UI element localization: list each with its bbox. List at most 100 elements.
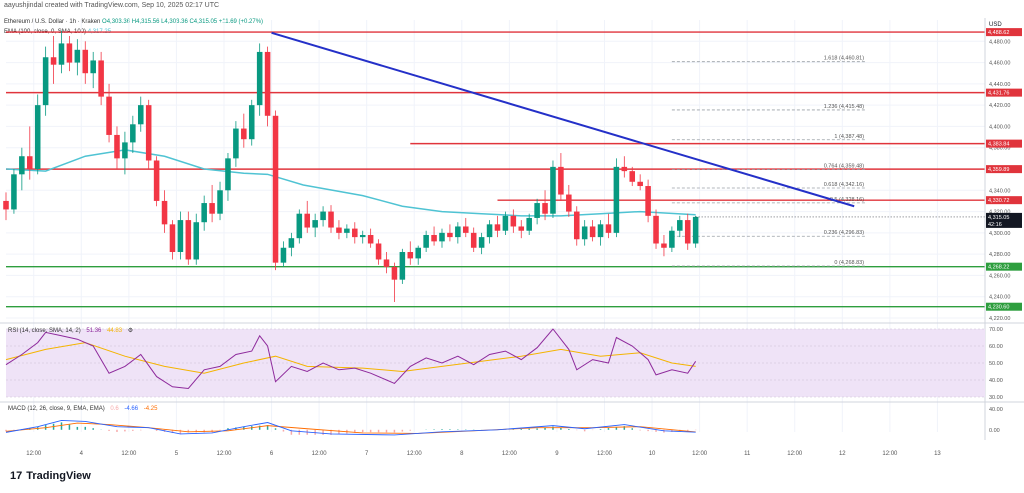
x-tick-label: 12:00 bbox=[407, 451, 423, 457]
candle-body bbox=[209, 203, 215, 214]
candle-body bbox=[423, 234, 429, 248]
candle-body bbox=[248, 105, 255, 140]
x-tick-label: 12:00 bbox=[216, 451, 232, 457]
macd-line bbox=[5, 419, 696, 436]
rsi-tick-label: 30.00 bbox=[989, 395, 1003, 401]
rsi-tick-label: 50.00 bbox=[989, 361, 1003, 367]
macd-signal-line bbox=[5, 422, 696, 434]
candle-body bbox=[66, 43, 73, 63]
symbol-legend[interactable]: Ethereum / U.S. Dollar · 1h · Kraken O4,… bbox=[4, 19, 263, 25]
candle-body bbox=[50, 57, 57, 65]
signal-value: -4.25 bbox=[143, 406, 158, 412]
chart-canvas[interactable]: 12:00 4 12:00 5 12:00 6 12:00 7 12:00 8 12:00 9 12:0… bbox=[0, 0, 1024, 460]
candle-body bbox=[383, 259, 390, 267]
x-tick-label: 11 bbox=[744, 451, 751, 457]
settings-icon[interactable]: ⚙ bbox=[127, 328, 134, 334]
candle-body bbox=[177, 220, 184, 253]
candle-body bbox=[431, 234, 437, 242]
fib-level-label: 1.236 (4,415.48) bbox=[824, 104, 865, 110]
candle-body bbox=[367, 234, 374, 244]
candle-body bbox=[597, 224, 604, 238]
x-tick-label: 13 bbox=[934, 451, 941, 457]
x-tick-label: 7 bbox=[365, 451, 369, 457]
rsi-legend[interactable]: RSI (14, close, SMA, 14, 2) 51.36 44.83 … bbox=[8, 327, 137, 334]
macd-legend[interactable]: MACD (12, 26, close, 9, EMA, EMA) 0.6 -4… bbox=[8, 406, 161, 412]
candle-body bbox=[296, 213, 303, 239]
candle-body bbox=[502, 215, 509, 231]
candle-body bbox=[653, 215, 659, 244]
candle-body bbox=[375, 243, 382, 260]
tradingview-footer[interactable]: 17 TradingView bbox=[10, 470, 91, 482]
candle-body bbox=[407, 252, 414, 259]
x-tick-label: 9 bbox=[555, 451, 559, 457]
candle-body bbox=[542, 203, 548, 214]
candle-body bbox=[137, 105, 144, 125]
x-tick-label: 12:00 bbox=[121, 451, 137, 457]
x-tick-label: 12:00 bbox=[502, 451, 518, 457]
x-tick-label: 5 bbox=[175, 451, 179, 457]
candle-body bbox=[256, 51, 263, 106]
macd-tick-label: 40.00 bbox=[989, 407, 1003, 413]
fib-level-label: 1.618 (4,460.81) bbox=[824, 56, 865, 62]
candle-body bbox=[399, 252, 406, 280]
candle-body bbox=[669, 230, 675, 248]
candle-body bbox=[233, 128, 239, 159]
bearish-trend-line bbox=[271, 31, 855, 208]
macd-value: -4.66 bbox=[124, 406, 139, 412]
level-price-label: 4,230.60 bbox=[988, 305, 1009, 311]
y-tick-label: 4,260.00 bbox=[989, 273, 1010, 279]
last-price-countdown: 42:16 bbox=[988, 222, 1002, 228]
last-price-tag bbox=[986, 212, 1022, 228]
candle-body bbox=[581, 226, 588, 240]
y-tick-label: 4,460.00 bbox=[989, 61, 1010, 67]
candle-body bbox=[605, 224, 612, 233]
candle-body bbox=[27, 156, 33, 169]
level-price-tag bbox=[986, 139, 1022, 148]
candle-body bbox=[510, 215, 517, 227]
fib-level-label: 1 (4,387.48) bbox=[834, 134, 864, 140]
candle-body bbox=[217, 190, 223, 214]
y-tick-label: 4,400.00 bbox=[989, 124, 1010, 130]
created-by-text: aayushjindal created with TradingView.co… bbox=[4, 2, 220, 9]
x-tick-label: 12:00 bbox=[882, 451, 898, 457]
candle-body bbox=[550, 166, 556, 214]
candle-body bbox=[328, 211, 334, 228]
candle-body bbox=[486, 224, 493, 238]
rsi-value: 51.36 bbox=[86, 328, 102, 334]
fib-level-label: 0.764 (4,359.48) bbox=[824, 164, 865, 170]
candle-body bbox=[352, 228, 358, 238]
candle-body bbox=[58, 43, 65, 65]
candle-body bbox=[280, 247, 287, 263]
symbol-title: Ethereum / U.S. Dollar · 1h · Kraken bbox=[4, 19, 101, 25]
candle-body bbox=[288, 238, 295, 248]
level-price-label: 4,431.76 bbox=[988, 91, 1009, 97]
level-price-tag bbox=[986, 165, 1022, 174]
candle-body bbox=[106, 96, 112, 135]
x-tick-label: 6 bbox=[270, 451, 274, 457]
level-price-tag bbox=[986, 28, 1022, 37]
rsi-line bbox=[5, 328, 697, 390]
candle-body bbox=[11, 174, 17, 210]
candle-body bbox=[359, 234, 366, 238]
candle-body bbox=[169, 224, 176, 253]
level-price-label: 4,359.89 bbox=[988, 167, 1009, 173]
y-tick-label: 4,480.00 bbox=[989, 39, 1010, 45]
x-tick-label: 12 bbox=[839, 451, 846, 457]
fib-level-label: 0.5 (4,328.16) bbox=[830, 197, 864, 203]
candle-body bbox=[34, 105, 41, 169]
candle-body bbox=[645, 186, 651, 216]
candle-body bbox=[42, 57, 49, 106]
candle-body bbox=[447, 232, 453, 238]
rsi-ma-line bbox=[5, 342, 696, 374]
candle-body bbox=[185, 220, 192, 260]
x-tick-label: 10 bbox=[649, 451, 656, 457]
candle-body bbox=[320, 211, 326, 221]
candle-body bbox=[692, 216, 699, 244]
candle-body bbox=[455, 226, 461, 238]
candle-body bbox=[336, 227, 342, 233]
currency-label: USD bbox=[989, 22, 1002, 28]
ema-100-line bbox=[5, 149, 696, 217]
x-tick-label: 12:00 bbox=[312, 451, 328, 457]
candle-body bbox=[145, 105, 152, 161]
candle-body bbox=[470, 232, 477, 248]
